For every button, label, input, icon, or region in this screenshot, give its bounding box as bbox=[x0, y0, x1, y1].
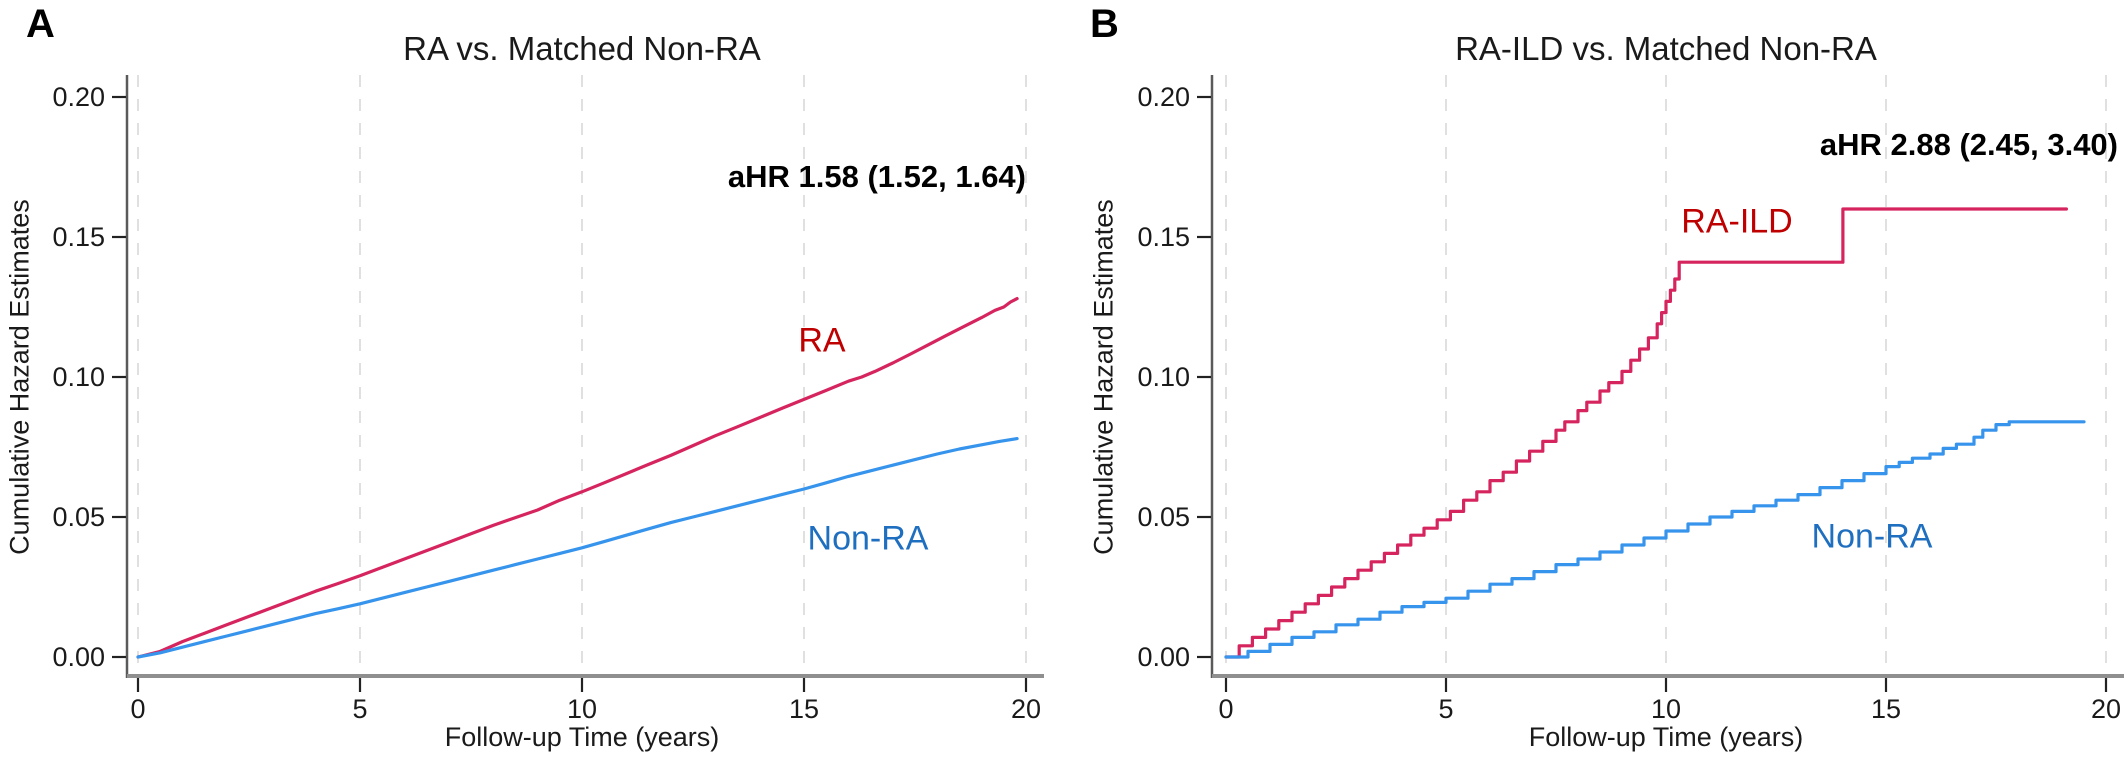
panel-b-ra-ild-curve-label: RA-ILD bbox=[1681, 202, 1793, 241]
series-path-ra-ild bbox=[1224, 207, 2068, 659]
panel-b-ahr-annotation: aHR 2.88 (2.45, 3.40) bbox=[1819, 127, 2118, 162]
panel-a-letter: A bbox=[26, 2, 55, 46]
y-tick-label: 0.20 bbox=[52, 82, 105, 112]
y-tick-label: 0.05 bbox=[52, 502, 105, 532]
panel-a-ahr-annotation: aHR 1.58 (1.52, 1.64) bbox=[727, 159, 1026, 194]
x-tick-label: 20 bbox=[1011, 694, 1041, 724]
panel-a-non-ra-curve-label: Non-RA bbox=[807, 519, 929, 558]
panel-b-letter: B bbox=[1090, 2, 1119, 46]
x-tick-label: 10 bbox=[1651, 694, 1681, 724]
series-path-non-ra bbox=[1224, 420, 2086, 659]
x-tick-label: 15 bbox=[789, 694, 819, 724]
y-tick-label: 0.00 bbox=[52, 642, 105, 672]
y-tick-label: 0.10 bbox=[52, 362, 105, 392]
panel-a-title: RA vs. Matched Non-RA bbox=[403, 30, 761, 67]
y-tick-label: 0.15 bbox=[1137, 222, 1190, 252]
panel-b-y-axis-label: Cumulative Hazard Estimates bbox=[1088, 199, 1119, 555]
y-tick-label: 0.00 bbox=[1137, 642, 1190, 672]
x-tick-label: 15 bbox=[1871, 694, 1901, 724]
series-path-ra bbox=[136, 297, 1019, 659]
y-tick-label: 0.20 bbox=[1137, 82, 1190, 112]
panel-b-x-axis-label: Follow-up Time (years) bbox=[1528, 722, 1804, 752]
panel-a-y-axis-label: Cumulative Hazard Estimates bbox=[4, 199, 35, 555]
panel-a-x-axis-label: Follow-up Time (years) bbox=[444, 722, 720, 752]
x-tick-label: 0 bbox=[1218, 694, 1233, 724]
series-path-non-ra bbox=[136, 437, 1019, 659]
y-tick-label: 0.15 bbox=[52, 222, 105, 252]
y-tick-label: 0.05 bbox=[1137, 502, 1190, 532]
panel-b-title: RA-ILD vs. Matched Non-RA bbox=[1455, 30, 1877, 67]
x-tick-label: 5 bbox=[1438, 694, 1453, 724]
y-tick-label: 0.10 bbox=[1137, 362, 1190, 392]
x-tick-label: 10 bbox=[567, 694, 597, 724]
panel-b-non-ra-curve-label: Non-RA bbox=[1811, 517, 1933, 556]
x-tick-label: 5 bbox=[352, 694, 367, 724]
x-tick-label: 20 bbox=[2091, 694, 2121, 724]
panel-a-ra-curve-label: RA bbox=[798, 321, 846, 360]
x-tick-label: 0 bbox=[130, 694, 145, 724]
